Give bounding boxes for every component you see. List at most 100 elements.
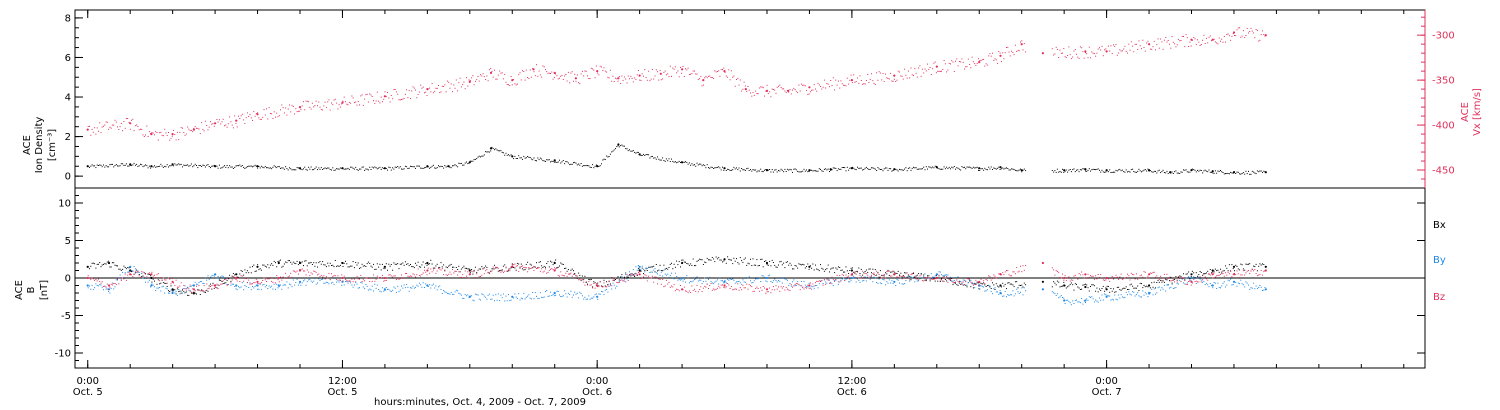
bx-dot — [948, 277, 950, 279]
by-dot — [939, 271, 941, 273]
bz-dot — [192, 288, 194, 290]
bz-dot — [736, 288, 737, 290]
bx-dot — [1088, 290, 1090, 292]
density-dot — [742, 169, 744, 171]
bx-dot — [653, 265, 655, 267]
bx-dot — [1062, 285, 1063, 287]
density-dot — [99, 164, 101, 166]
density-dot — [272, 166, 274, 168]
density-dot — [198, 165, 200, 166]
vx-dot — [943, 60, 945, 61]
bz-dot — [319, 276, 321, 277]
density-dot — [1119, 168, 1121, 170]
vx-dot — [231, 124, 233, 126]
bx-dot — [412, 266, 414, 268]
density-dot — [1225, 173, 1226, 175]
vx-dot — [196, 127, 197, 129]
by-dot — [713, 283, 715, 285]
bz-dot — [252, 283, 253, 285]
bz-dot — [579, 278, 581, 280]
by-dot — [597, 298, 599, 300]
by-dot — [1223, 281, 1225, 283]
density-dot — [1110, 172, 1112, 173]
by-dot — [733, 279, 735, 281]
vx-dot — [606, 71, 608, 73]
density-dot — [164, 165, 166, 167]
bx-dot — [304, 260, 306, 262]
density-dot — [134, 164, 136, 166]
density-dot — [783, 171, 785, 173]
bx-dot — [170, 285, 172, 287]
vx-dot — [220, 123, 222, 125]
density-dot — [581, 165, 583, 167]
bz-dot — [737, 283, 739, 285]
bx-dot — [311, 264, 313, 265]
by-dot — [1068, 300, 1070, 302]
density-dot — [536, 160, 537, 162]
bx-dot — [753, 264, 755, 266]
density-dot — [601, 163, 602, 165]
vx-dot — [748, 89, 750, 91]
bz-dot — [989, 276, 991, 278]
bz-dot — [990, 279, 992, 281]
density-dot — [902, 169, 904, 171]
bx-dot — [806, 266, 807, 268]
bx-point — [1105, 288, 1108, 291]
by-dot — [1186, 282, 1188, 284]
by-dot — [352, 286, 354, 288]
bx-dot — [221, 281, 223, 282]
by-dot — [1174, 287, 1176, 289]
by-dot — [835, 279, 837, 281]
vx-dot — [467, 85, 469, 87]
vx-dot — [188, 128, 190, 130]
bz-dot — [361, 281, 363, 282]
vx-dot — [310, 108, 312, 110]
bz-dot — [187, 287, 189, 289]
bz-dot — [643, 276, 644, 278]
vx-dot — [770, 96, 772, 98]
bx-dot — [492, 268, 494, 270]
bx-dot — [607, 284, 609, 285]
bz-dot — [499, 270, 501, 272]
bz-dot — [230, 282, 232, 284]
bx-dot — [1053, 281, 1055, 283]
bx-dot — [282, 265, 284, 267]
density-dot — [277, 166, 279, 167]
bz-dot — [482, 268, 484, 270]
vx-dot — [1077, 56, 1079, 58]
by-dot — [546, 290, 548, 291]
by-dot — [364, 288, 366, 290]
bx-dot — [323, 264, 325, 266]
by-dot — [418, 282, 420, 284]
bx-dot — [708, 259, 709, 261]
bx-dot — [923, 274, 925, 276]
vx-dot — [641, 73, 643, 75]
density-dot — [691, 163, 693, 165]
by-dot — [323, 282, 325, 284]
vx-dot — [1055, 46, 1057, 48]
vx-dot — [915, 72, 917, 74]
vx-dot — [347, 104, 349, 106]
density-dot — [1205, 170, 1207, 172]
bx-dot — [160, 282, 162, 284]
by-dot — [1166, 284, 1168, 286]
density-dot — [1148, 170, 1150, 172]
bz-dot — [199, 290, 201, 292]
bz-dot — [878, 274, 880, 275]
density-dot — [432, 164, 434, 166]
by-dot — [491, 298, 493, 300]
vx-dot — [918, 67, 920, 69]
vx-dot — [621, 75, 623, 77]
by-dot — [718, 283, 720, 285]
vx-dot — [553, 76, 555, 78]
by-dot — [1141, 296, 1142, 298]
bx-dot — [543, 265, 545, 267]
bz-dot — [157, 273, 159, 275]
bx-dot — [1183, 273, 1184, 275]
density-dot — [171, 164, 173, 166]
vx-dot — [545, 69, 546, 71]
by-dot — [459, 293, 461, 295]
vx-dot — [303, 101, 304, 103]
vx-dot — [92, 131, 94, 133]
bx-dot — [1194, 277, 1196, 279]
